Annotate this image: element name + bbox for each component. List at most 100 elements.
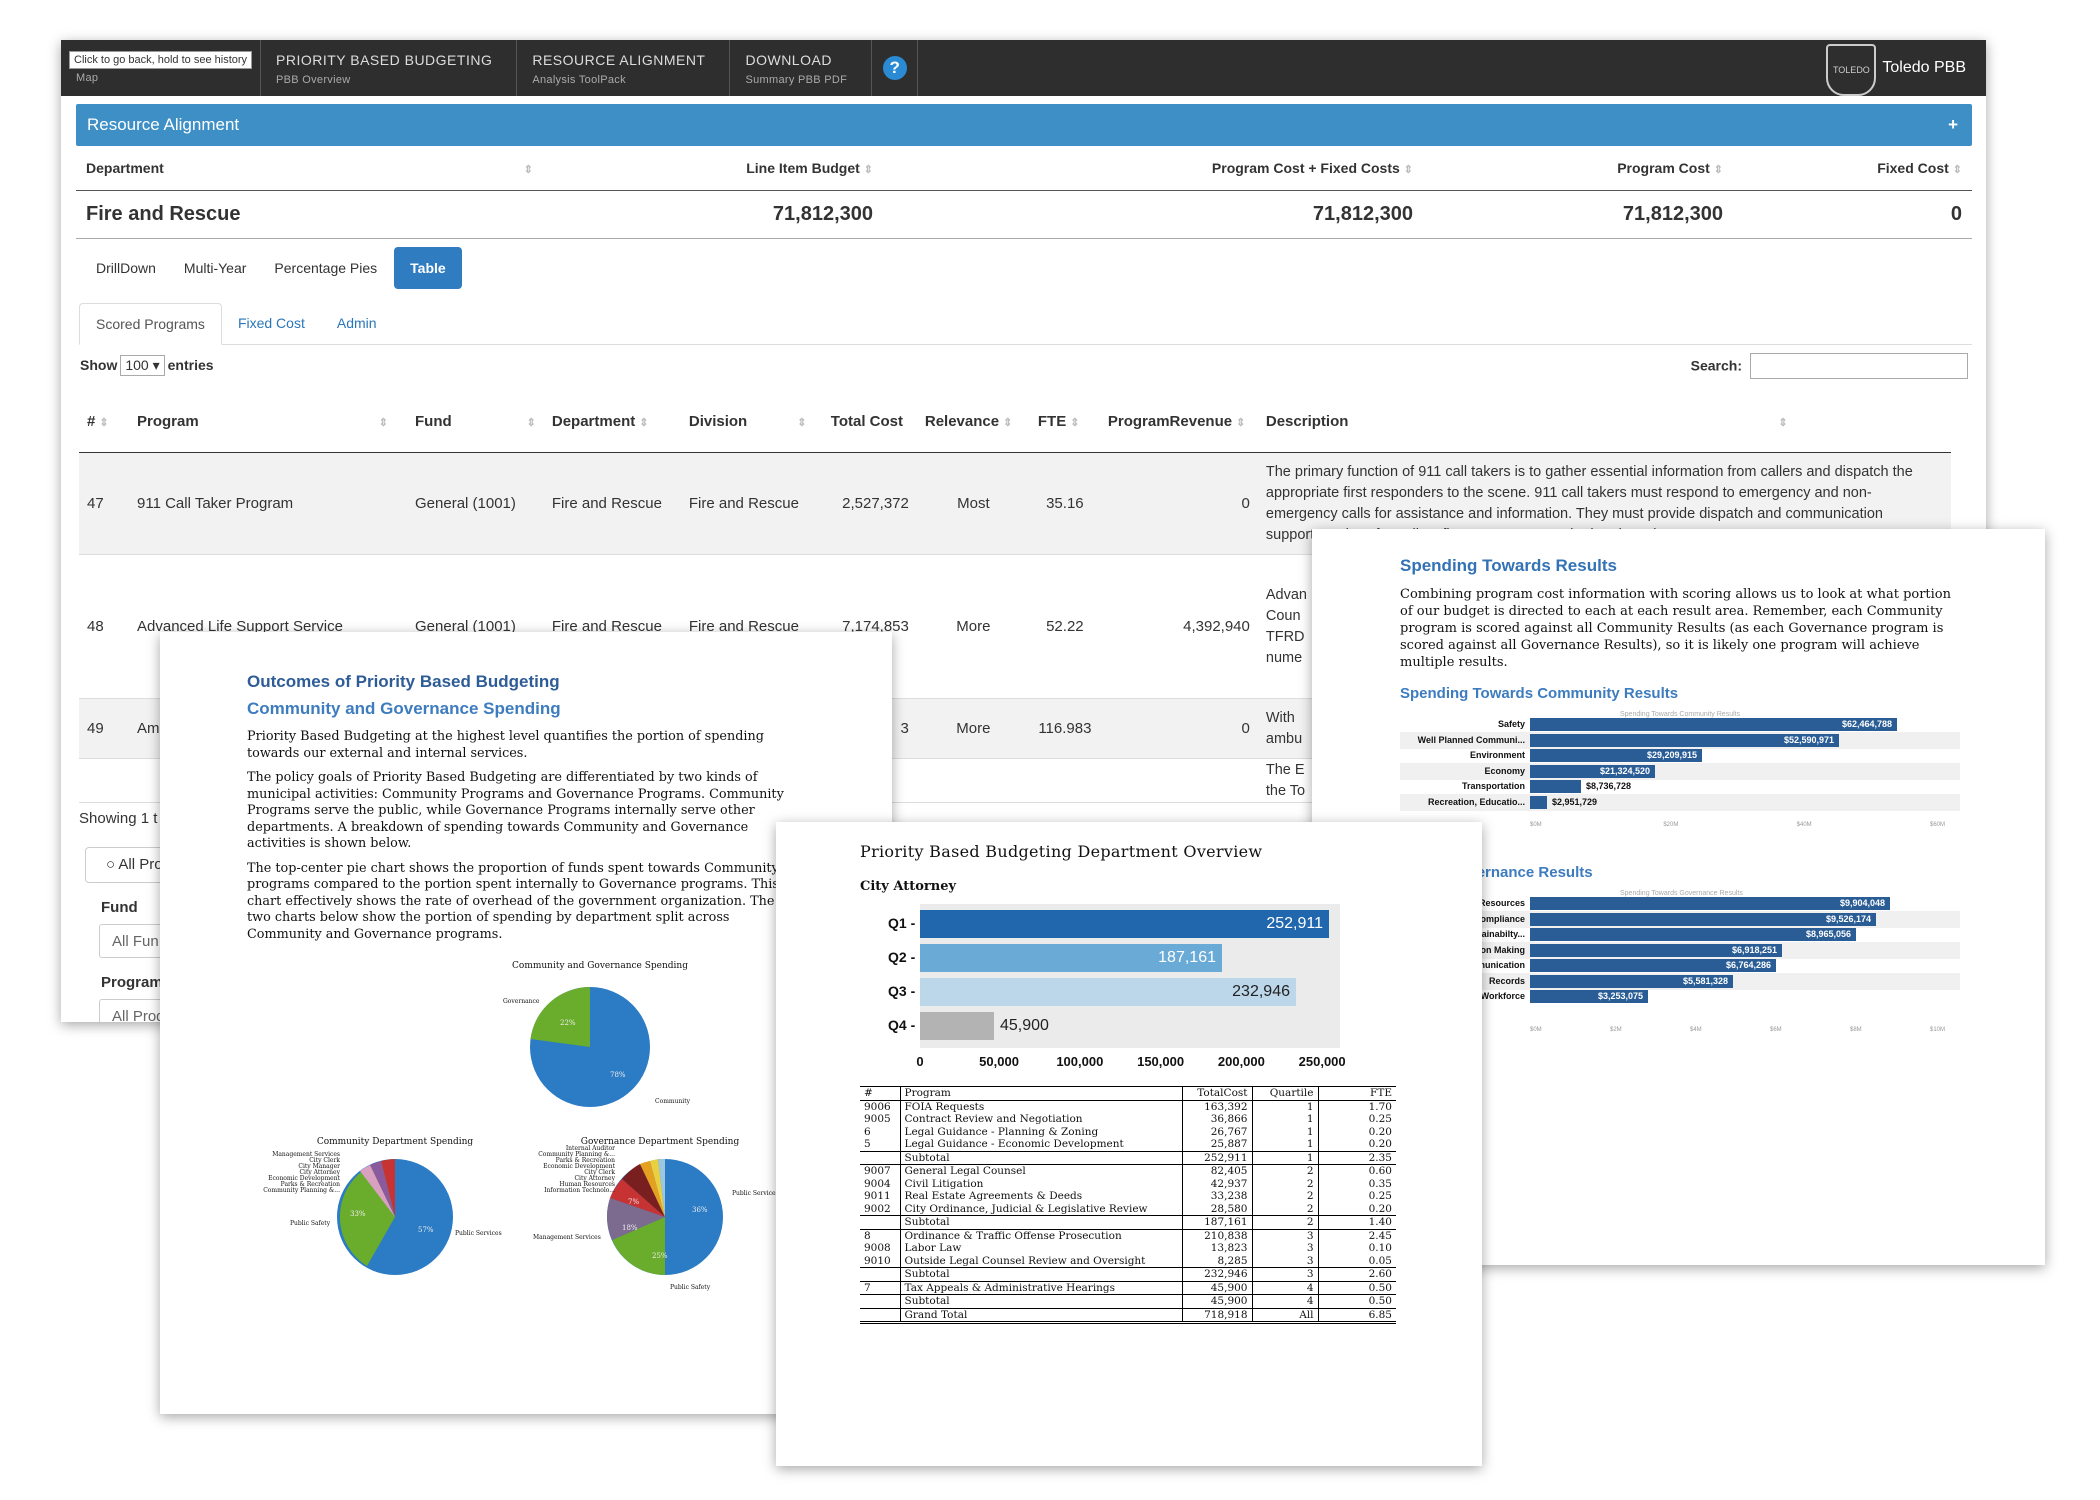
col-program[interactable]: Program ⇕	[129, 390, 407, 453]
table-cell: 1	[1252, 1150, 1319, 1165]
all-programs-radio[interactable]: ○ All Pro	[85, 847, 175, 883]
axis-tick: $8M	[1850, 1027, 1862, 1033]
tab-fixed-cost[interactable]: Fixed Cost	[237, 314, 305, 331]
table-cell: All	[1252, 1307, 1319, 1323]
table-row: Subtotal 232,946 3 2.60	[860, 1267, 1396, 1281]
quartile-axis-tick: 250,000	[1298, 1054, 1346, 1069]
col-total-cost[interactable]: Total Cost	[816, 390, 917, 453]
nav-map[interactable]: Map	[61, 40, 261, 96]
table-cell: 3	[1252, 1242, 1319, 1255]
table-cell: 45,900	[1182, 1280, 1253, 1295]
table-row: 9008 Labor Law 13,823 3 0.10	[860, 1242, 1396, 1255]
quartile-axis-tick: 100,000	[1056, 1054, 1104, 1069]
nav-download[interactable]: DOWNLOAD Summary PBB PDF	[730, 40, 873, 96]
spending-body: Combining program cost information with …	[1400, 587, 1952, 670]
table-cell: 0.20	[1368, 1138, 1392, 1150]
nav-resource-alignment[interactable]: RESOURCE ALIGNMENT Analysis ToolPack	[517, 40, 731, 96]
result-bar-value: $6,764,286	[1725, 960, 1771, 970]
expand-icon[interactable]: +	[1948, 115, 1958, 134]
result-bar: $9,526,174	[1530, 912, 1876, 926]
table-cell: 1	[1252, 1125, 1319, 1138]
col-fixed-cost[interactable]: Fixed Cost ⇕	[1733, 146, 1972, 191]
search-label: Search:	[1690, 357, 1742, 373]
table-cell: Contract Review and Negotiation	[900, 1113, 1183, 1126]
help-button[interactable]: ?	[872, 40, 919, 96]
governance-slice	[530, 987, 590, 1047]
quartile-label: Q4 -	[888, 1017, 916, 1033]
quartile-label: Q1 -	[888, 915, 916, 931]
table-cell: 0.35	[1368, 1177, 1392, 1190]
top-nav: Click to go back, hold to see history Ma…	[61, 40, 1986, 96]
spending-title: Spending Towards Results	[1400, 556, 1617, 575]
result-bar-label: sion Making	[1472, 944, 1525, 955]
col-department[interactable]: Department ⇕	[543, 390, 681, 453]
nav-pbb-overview[interactable]: PRIORITY BASED BUDGETING PBB Overview	[261, 40, 518, 96]
result-bar: $9,904,048	[1530, 897, 1890, 910]
pie2-title: Community Department Spending	[316, 1137, 474, 1147]
pill-percentage-pies[interactable]: Percentage Pies	[274, 259, 378, 276]
table-cell: Subtotal	[900, 1294, 1183, 1308]
governance-chart-title: Spending Towards Governance Results	[1620, 890, 1743, 897]
dept-overview-title: Priority Based Budgeting Department Over…	[860, 842, 1263, 861]
result-bar-value: $3,253,075	[1597, 991, 1643, 1001]
result-bar: $52,590,971	[1530, 733, 1839, 747]
help-icon: ?	[882, 56, 907, 80]
col-description[interactable]: Description ⇕	[1257, 390, 1951, 453]
entries-select[interactable]: 100 ▾	[120, 355, 165, 376]
table-cell: 3	[1252, 1228, 1319, 1242]
table-cell: 2	[1252, 1190, 1319, 1203]
table-cell: 252,911	[1182, 1150, 1253, 1165]
table-cell	[860, 1267, 901, 1281]
summary-fixed-cost: 0	[1733, 190, 1972, 239]
table-cell: 0.25	[1368, 1113, 1392, 1125]
result-bar-value: $21,324,520	[1599, 765, 1650, 776]
brand[interactable]: TOLEDO Toledo PBB	[1826, 40, 1986, 96]
department-program-table: # Program TotalCost Quartile FTE 9006 FOI…	[860, 1086, 1396, 1324]
col-department[interactable]: Department ⇕	[76, 146, 544, 191]
table-cell: 28,580	[1182, 1202, 1253, 1216]
col-relevance[interactable]: Relevance ⇕	[916, 390, 1030, 453]
table-cell: 13,823	[1182, 1242, 1253, 1255]
result-bar-value: $6,918,251	[1731, 944, 1777, 955]
result-bar: $6,764,286	[1530, 959, 1776, 972]
table-row: 9002 City Ordinance, Judicial & Legislati…	[860, 1202, 1396, 1216]
pill-drilldown[interactable]: DrillDown	[96, 259, 156, 276]
summary-department: Fire and Rescue	[76, 190, 544, 239]
summary-row[interactable]: Fire and Rescue 71,812,300 71,812,300 71…	[76, 190, 1972, 239]
axis-tick: $4M	[1690, 1027, 1702, 1033]
result-bar-row: Compliance $9,526,174	[1400, 910, 1960, 928]
table-cell: 25,887	[1182, 1138, 1253, 1151]
table-cell: 26,767	[1182, 1125, 1253, 1138]
resource-alignment-header[interactable]: Resource Alignment +	[76, 104, 1972, 146]
table-cell: 1.40	[1318, 1215, 1396, 1229]
search-input[interactable]	[1750, 352, 1968, 379]
tab-admin[interactable]: Admin	[336, 314, 377, 331]
col-line-item-budget[interactable]: Line Item Budget ⇕	[543, 146, 884, 191]
col-program-fixed-cost[interactable]: Program Cost + Fixed Costs ⇕	[883, 146, 1424, 191]
brand-name: Toledo PBB	[1882, 59, 1966, 76]
col-fund[interactable]: Fund ⇕	[407, 390, 544, 453]
result-bar: $6,918,251	[1530, 943, 1782, 957]
col-program-revenue[interactable]: ProgramRevenue ⇕	[1099, 390, 1258, 453]
result-bar-value: $8,736,728	[1586, 781, 1632, 791]
result-bar-row: Environment $29,209,915	[1400, 747, 1960, 764]
table-cell: City Ordinance, Judicial & Legislative R…	[900, 1202, 1183, 1216]
result-bar-value: $29,209,915	[1646, 750, 1697, 760]
table-cell: 8,285	[1182, 1254, 1253, 1268]
table-cell: 42,937	[1182, 1177, 1253, 1190]
table-row[interactable]: 47 911 Call Taker Program General (1001) Fi…	[79, 452, 1951, 555]
tab-scored-programs[interactable]: Scored Programs	[79, 302, 222, 345]
table-row: 9010 Outside Legal Counsel Review and Ove…	[860, 1254, 1396, 1268]
quartile-value: 252,911	[1266, 915, 1323, 932]
col-program-cost[interactable]: Program Cost ⇕	[1423, 146, 1734, 191]
col-division[interactable]: Division ⇕	[680, 390, 817, 453]
col-fte[interactable]: FTE ⇕	[1029, 390, 1100, 453]
summary-total: 71,812,300	[883, 190, 1424, 239]
axis-tick: $0M	[1530, 822, 1542, 828]
program-tabs: Scored Programs Fixed Cost Admin	[79, 302, 1972, 345]
outcomes-p1: Priority Based Budgeting at the highest …	[247, 729, 764, 761]
pill-table[interactable]: Table	[394, 246, 462, 289]
col-num[interactable]: # ⇕	[79, 390, 129, 453]
quartile-axis-tick: 150,000	[1137, 1054, 1185, 1069]
pill-multi-year[interactable]: Multi-Year	[183, 259, 247, 276]
